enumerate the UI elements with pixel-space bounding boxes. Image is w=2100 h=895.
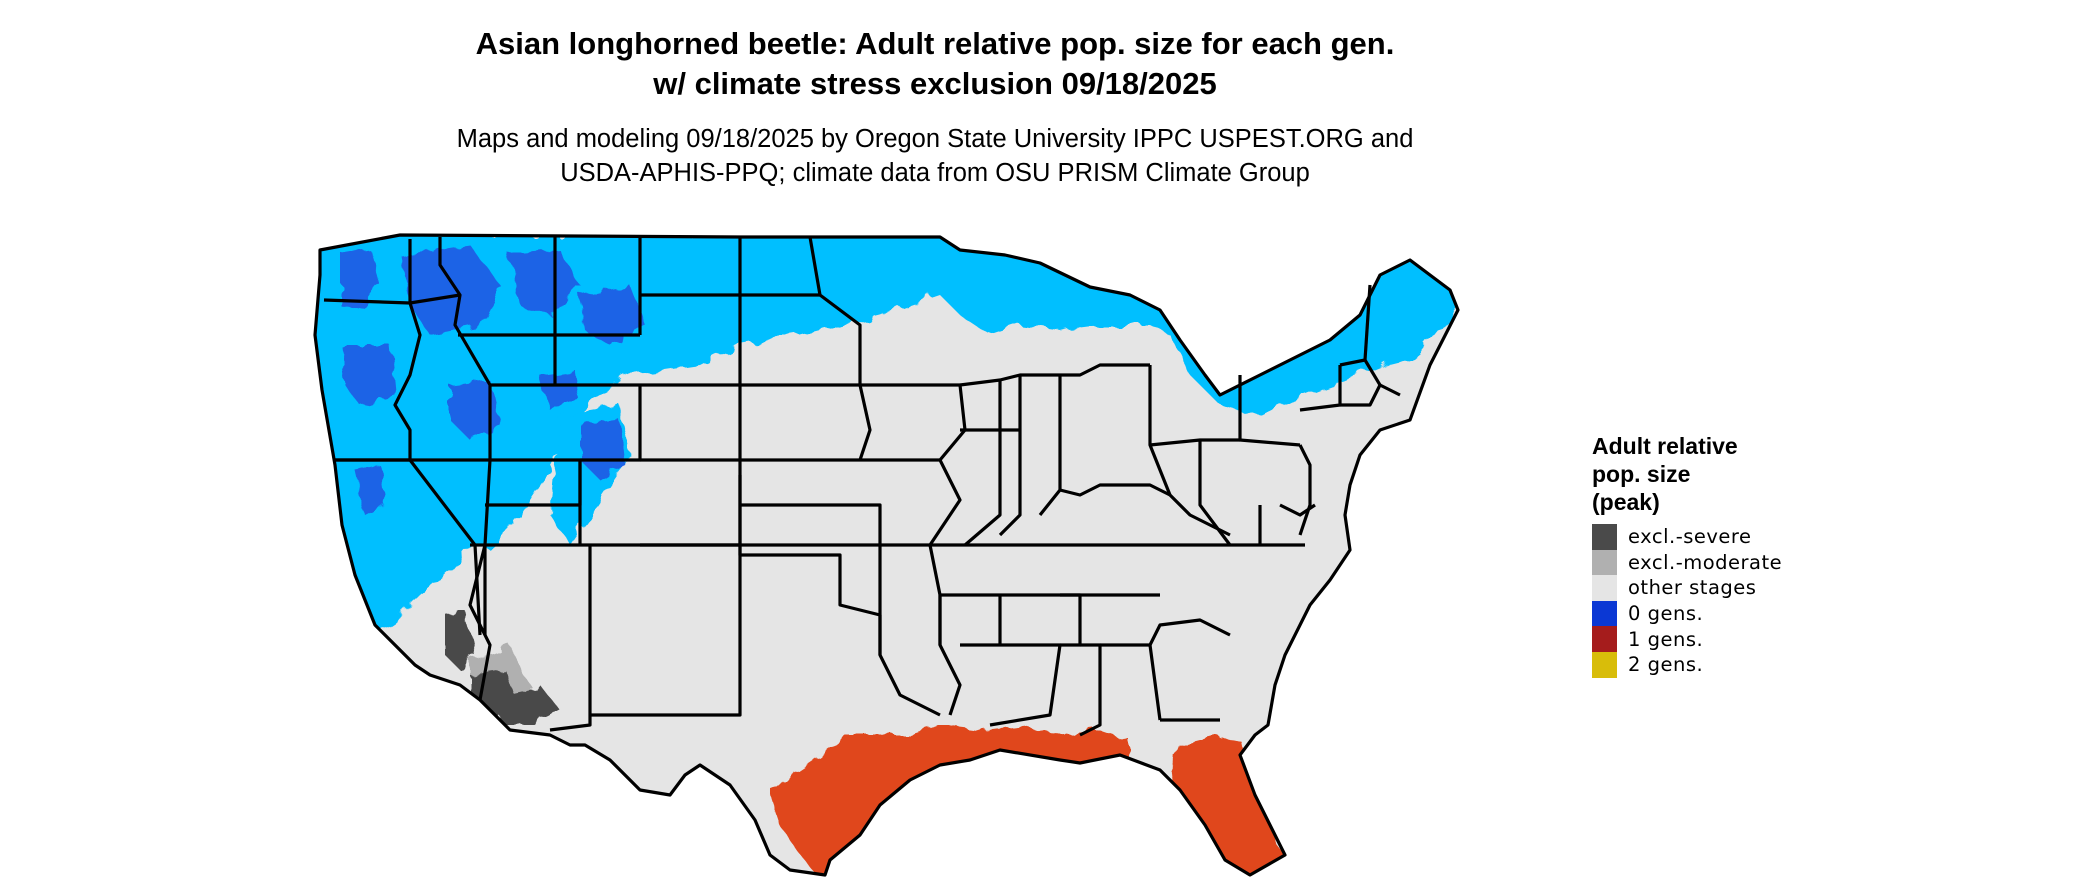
legend-item: excl.-moderate <box>1592 549 1783 576</box>
map-title: Asian longhorned beetle: Adult relative … <box>0 24 1870 104</box>
legend-swatch <box>1592 651 1617 678</box>
map-subtitle: Maps and modeling 09/18/2025 by Oregon S… <box>0 122 1870 190</box>
legend-swatch <box>1592 549 1617 576</box>
legend-item: other stages <box>1592 575 1782 601</box>
legend-label: excl.-severe <box>1628 525 1752 549</box>
legend-label: 0 gens. <box>1628 602 1704 626</box>
legend-item: 0 gens. <box>1592 600 1782 627</box>
legend-title: Adult relative pop. size (peak) <box>1592 432 1782 516</box>
legend-swatch <box>1592 575 1617 601</box>
legend-title-line-3: (peak) <box>1592 489 1660 515</box>
subtitle-line-2: USDA-APHIS-PPQ; climate data from OSU PR… <box>560 159 1310 187</box>
cold-zone-dark-layer <box>340 245 645 515</box>
warm-zone-layer <box>770 725 1285 875</box>
state-borders <box>313 233 1460 877</box>
legend-title-line-2: pop. size <box>1592 461 1691 487</box>
subtitle-line-1: Maps and modeling 09/18/2025 by Oregon S… <box>456 125 1414 153</box>
map-legend: Adult relative pop. size (peak) excl.-se… <box>1592 432 1782 678</box>
title-line-2: w/ climate stress exclusion 09/18/2025 <box>653 66 1217 101</box>
legend-swatch <box>1592 600 1617 627</box>
legend-item: 2 gens. <box>1592 651 1782 678</box>
legend-label: 1 gens. <box>1628 627 1704 651</box>
legend-items: excl.-severe excl.-moderate other stages 0 … <box>1592 524 1782 678</box>
legend-item: excl.-severe <box>1592 524 1782 550</box>
legend-label: other stages <box>1628 576 1757 600</box>
legend-label: excl.-moderate <box>1628 550 1783 574</box>
legend-label: 2 gens. <box>1628 653 1704 677</box>
legend-swatch <box>1592 524 1617 550</box>
legend-swatch <box>1592 626 1617 652</box>
legend-item: 1 gens. <box>1592 626 1782 652</box>
legend-title-line-1: Adult relative <box>1592 433 1738 459</box>
us-map <box>313 233 1460 877</box>
title-line-1: Asian longhorned beetle: Adult relative … <box>475 26 1395 61</box>
